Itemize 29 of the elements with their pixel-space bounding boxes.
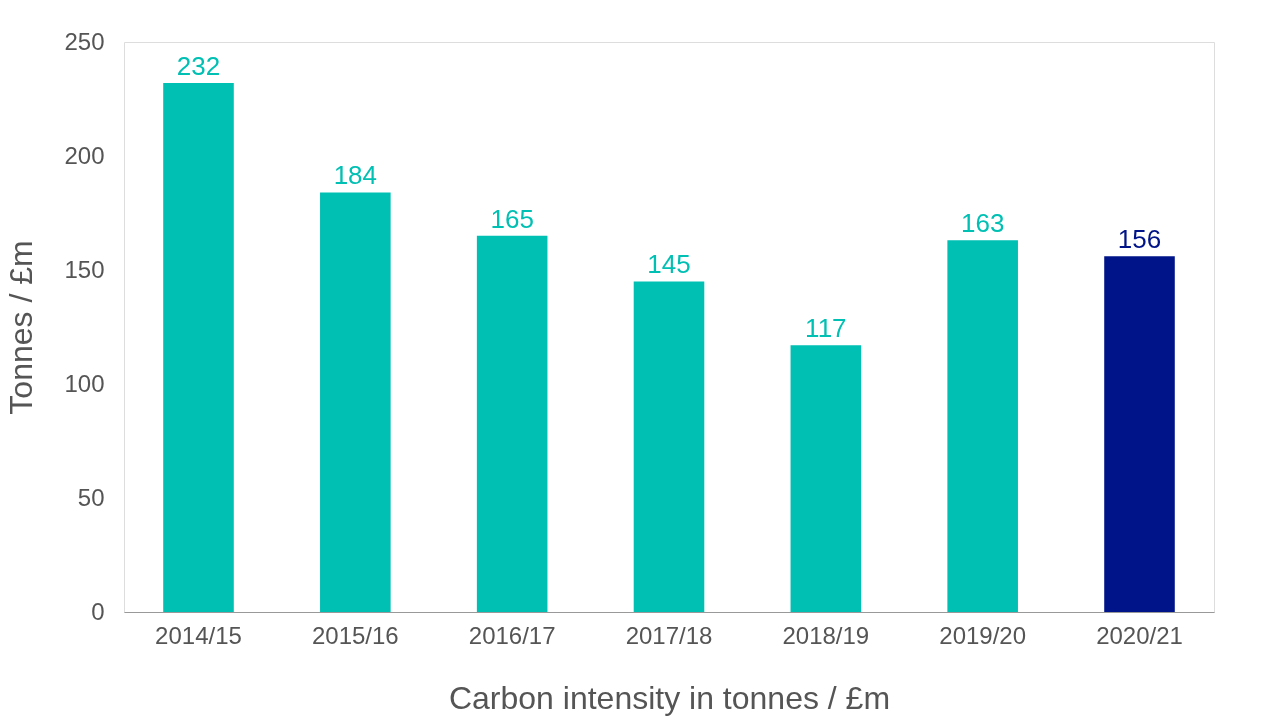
bar <box>320 192 391 612</box>
data-label: 163 <box>960 208 1005 239</box>
data-label: 232 <box>176 51 221 82</box>
data-label: 117 <box>805 313 847 344</box>
y-tick-label: 200 <box>64 141 105 169</box>
data-label: 184 <box>333 160 378 191</box>
x-axis-title: Carbon intensity in tonnes / £m <box>448 679 891 716</box>
x-tick-label: 2019/20 <box>939 621 1027 649</box>
x-tick-label: 2020/21 <box>1096 621 1183 649</box>
bar <box>633 281 705 612</box>
y-tick-label: 100 <box>64 369 105 397</box>
bar <box>1104 256 1175 612</box>
y-tick-label: 150 <box>64 255 105 283</box>
x-tick-label: 2016/17 <box>468 621 556 649</box>
bar <box>163 83 234 612</box>
bar <box>947 240 1018 612</box>
data-label: 145 <box>647 249 691 280</box>
y-tick-label: 0 <box>91 597 105 625</box>
y-axis-title: Tonnes / £m <box>3 240 40 415</box>
data-label: 165 <box>490 203 534 234</box>
x-tick-label: 2014/15 <box>155 621 242 649</box>
x-tick-label: 2017/18 <box>625 621 713 649</box>
y-tick-label: 50 <box>77 483 105 511</box>
bar <box>476 235 548 612</box>
data-label: 156 <box>1117 224 1162 255</box>
x-tick-label: 2015/16 <box>311 621 399 649</box>
x-tick-label: 2018/19 <box>782 621 870 649</box>
bar <box>790 345 862 612</box>
y-tick-label: 250 <box>64 27 105 55</box>
